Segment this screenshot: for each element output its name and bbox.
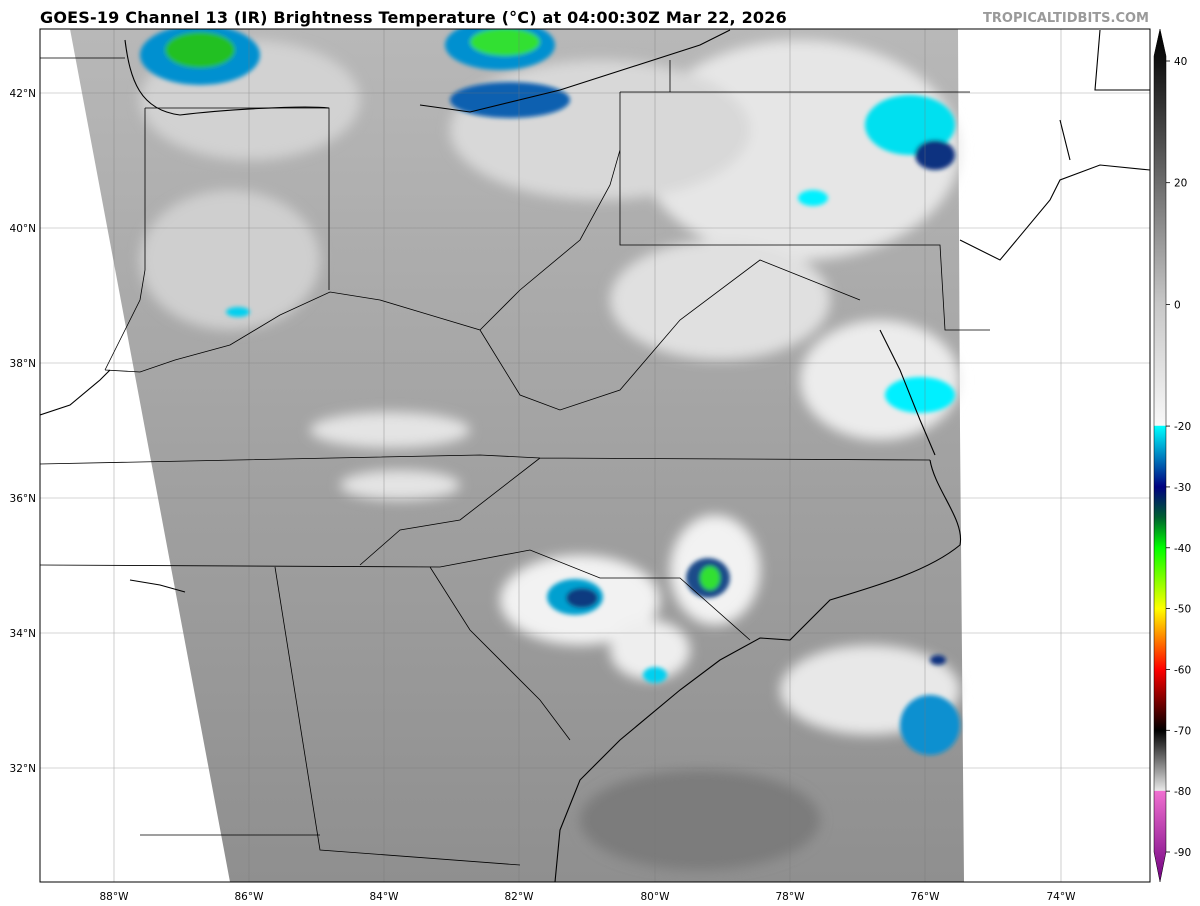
lat-label: 40°N — [10, 223, 36, 235]
gridlines — [40, 29, 1150, 882]
colorbar-tick-label: -80 — [1174, 786, 1191, 798]
lon-label: 86°W — [235, 891, 265, 903]
colorbar-tick-label: -30 — [1174, 482, 1191, 494]
colorbar-scale — [1153, 28, 1167, 883]
colorbar-tick-label: -60 — [1174, 664, 1191, 676]
lon-label: 84°W — [370, 891, 400, 903]
longitude-labels: 88°W 86°W 84°W 82°W 80°W 78°W 76°W 74°W — [100, 891, 1077, 903]
colorbar-tick-label: 20 — [1174, 178, 1187, 190]
colorbar: 40 20 0 -20 -30 -40 -50 -60 -70 -80 -90 — [1153, 28, 1191, 883]
lon-label: 76°W — [911, 891, 941, 903]
coastline — [40, 29, 1150, 882]
colorbar-tick-label: 0 — [1174, 299, 1181, 311]
lon-label: 78°W — [776, 891, 806, 903]
lat-label: 42°N — [10, 88, 36, 100]
lon-label: 80°W — [641, 891, 671, 903]
lat-label: 36°N — [10, 493, 36, 505]
lat-label: 34°N — [10, 628, 36, 640]
colorbar-tick-label: -20 — [1174, 421, 1191, 433]
colorbar-tick-label: -90 — [1174, 847, 1191, 859]
lat-label: 32°N — [10, 763, 36, 775]
colorbar-tick-label: -70 — [1174, 725, 1191, 737]
watermark: TROPICALTIDBITS.COM — [983, 11, 1149, 26]
colorbar-tick-label: -40 — [1174, 543, 1191, 555]
latitude-labels: 42°N 40°N 38°N 36°N 34°N 32°N — [10, 88, 36, 775]
lon-label: 88°W — [100, 891, 130, 903]
map-title: GOES-19 Channel 13 (IR) Brightness Tempe… — [40, 8, 787, 27]
map-frame — [39, 28, 1151, 883]
lon-label: 74°W — [1047, 891, 1077, 903]
lon-label: 82°W — [505, 891, 535, 903]
cold-cloud-tops — [140, 29, 960, 755]
colorbar-tick-label: -50 — [1174, 604, 1191, 616]
lat-label: 38°N — [10, 358, 36, 370]
colorbar-tick-label: 40 — [1174, 56, 1187, 68]
